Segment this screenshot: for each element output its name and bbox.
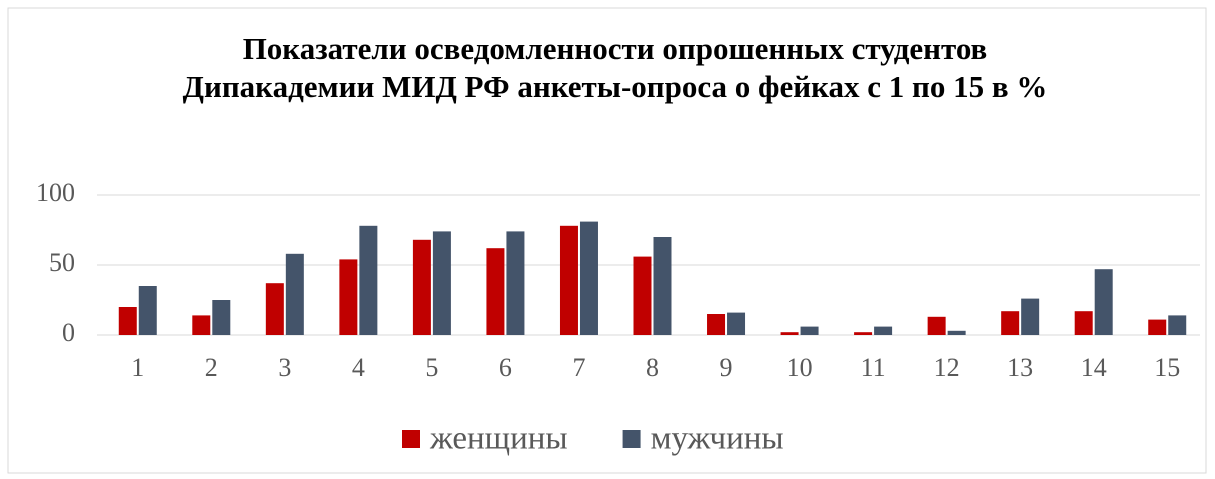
x-tick-label: 3 [278, 353, 291, 382]
bar [486, 248, 505, 335]
x-tick-label: 12 [934, 353, 960, 382]
bar [192, 315, 211, 335]
bar [927, 316, 946, 335]
x-tick-label: 8 [646, 353, 659, 382]
bar [506, 231, 525, 335]
bar [707, 314, 726, 335]
bar [359, 225, 378, 335]
bar [412, 239, 431, 335]
x-tick-label: 5 [425, 353, 438, 382]
bar [432, 231, 451, 335]
bar [1168, 315, 1187, 335]
bar [947, 330, 966, 335]
x-tick-label: 11 [861, 353, 886, 382]
bar [1094, 269, 1113, 335]
bar [1074, 311, 1093, 335]
x-tick-label: 10 [787, 353, 813, 382]
chart-title: Показатели осведомленности опрошенных ст… [182, 31, 1048, 104]
legend-label: женщины [429, 421, 568, 457]
bar [265, 283, 284, 335]
bar [854, 332, 873, 335]
bar [1148, 319, 1167, 335]
x-tick-label: 13 [1007, 353, 1033, 382]
y-tick-label: 0 [62, 318, 75, 347]
bar [1021, 298, 1040, 335]
bar [727, 312, 746, 335]
x-tick-label: 15 [1154, 353, 1180, 382]
legend-label: мужчины [651, 421, 784, 457]
bar [339, 259, 358, 335]
x-tick-label: 9 [720, 353, 733, 382]
x-tick-label: 14 [1081, 353, 1107, 382]
y-tick-label: 100 [36, 178, 75, 207]
x-tick-label: 2 [205, 353, 218, 382]
x-tick-label: 7 [572, 353, 585, 382]
bar [212, 300, 231, 335]
bar [1001, 311, 1020, 335]
bar [559, 225, 578, 335]
bar [138, 286, 157, 335]
bar [800, 326, 819, 335]
legend-swatch [402, 430, 420, 448]
x-tick-label: 6 [499, 353, 512, 382]
bar [780, 332, 799, 335]
bar [633, 256, 652, 335]
bar [118, 307, 137, 335]
x-tick-label: 4 [352, 353, 365, 382]
chart-border [7, 7, 1207, 474]
bar [579, 221, 598, 335]
x-tick-label: 1 [131, 353, 144, 382]
bar [653, 237, 672, 335]
bar [285, 253, 304, 335]
y-tick-label: 50 [49, 248, 75, 277]
bar [874, 326, 893, 335]
legend-swatch [622, 430, 641, 448]
